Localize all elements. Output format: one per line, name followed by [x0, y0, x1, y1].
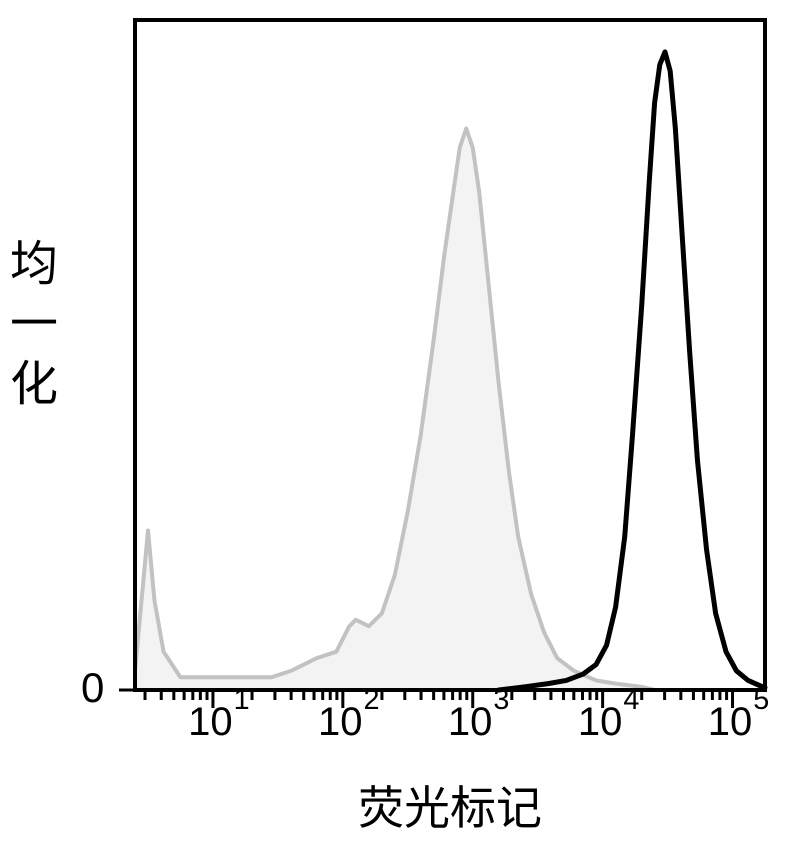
chart-svg: [0, 0, 809, 842]
figure-canvas: 均一化 0 荧光标记 101 102 103 104 105: [0, 0, 809, 842]
